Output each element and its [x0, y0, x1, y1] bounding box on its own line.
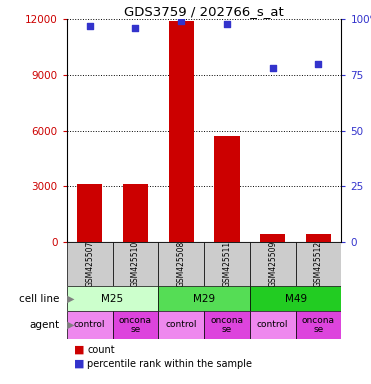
Text: M49: M49 — [285, 293, 306, 304]
Bar — [306, 235, 331, 242]
Point — [132, 25, 138, 31]
Point — [224, 21, 230, 27]
Text: GSM425511: GSM425511 — [223, 241, 232, 287]
Point — [178, 18, 184, 25]
Text: control: control — [257, 320, 288, 329]
Text: oncona
se: oncona se — [119, 316, 152, 334]
Text: percentile rank within the sample: percentile rank within the sample — [87, 359, 252, 369]
Text: GSM425507: GSM425507 — [85, 241, 94, 287]
Text: control: control — [74, 320, 105, 329]
Text: ■: ■ — [74, 359, 85, 369]
Bar — [296, 242, 341, 286]
Bar — [250, 311, 296, 339]
Bar — [214, 136, 240, 242]
Bar — [123, 184, 148, 242]
Bar — [250, 242, 296, 286]
Bar — [158, 286, 250, 311]
Text: oncona
se: oncona se — [302, 316, 335, 334]
Point — [315, 61, 321, 67]
Text: cell line: cell line — [19, 293, 59, 304]
Bar — [67, 242, 112, 286]
Point — [87, 23, 93, 29]
Bar — [250, 286, 341, 311]
Text: GSM425509: GSM425509 — [268, 241, 277, 287]
Bar — [67, 311, 112, 339]
Text: M25: M25 — [102, 293, 124, 304]
Bar — [112, 242, 158, 286]
Text: ▶: ▶ — [67, 293, 75, 304]
Bar — [112, 311, 158, 339]
Text: ▶: ▶ — [67, 320, 75, 330]
Bar — [260, 235, 285, 242]
Text: M29: M29 — [193, 293, 215, 304]
Bar — [204, 311, 250, 339]
Text: GSM425508: GSM425508 — [177, 241, 186, 287]
Text: agent: agent — [29, 320, 59, 330]
Text: GSM425512: GSM425512 — [314, 241, 323, 287]
Text: oncona
se: oncona se — [210, 316, 243, 334]
Text: ■: ■ — [74, 345, 85, 355]
Text: GSM425510: GSM425510 — [131, 241, 140, 287]
Bar — [158, 242, 204, 286]
Text: control: control — [165, 320, 197, 329]
Point — [270, 65, 276, 71]
Title: GDS3759 / 202766_s_at: GDS3759 / 202766_s_at — [124, 5, 284, 18]
Bar — [77, 184, 102, 242]
Text: count: count — [87, 345, 115, 355]
Bar — [67, 286, 158, 311]
Bar — [158, 311, 204, 339]
Bar — [296, 311, 341, 339]
Bar — [168, 21, 194, 242]
Bar — [204, 242, 250, 286]
